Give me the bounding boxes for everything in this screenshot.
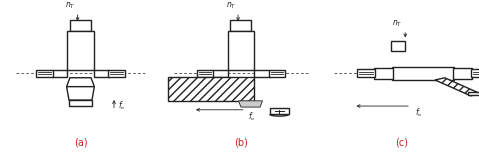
Text: (c): (c) bbox=[395, 138, 408, 148]
Bar bbox=[67, 31, 94, 70]
Bar bbox=[357, 69, 375, 77]
Bar bbox=[69, 100, 92, 106]
Bar bbox=[374, 68, 393, 79]
Polygon shape bbox=[468, 92, 479, 95]
Bar bbox=[52, 70, 67, 77]
Polygon shape bbox=[67, 78, 94, 87]
Bar bbox=[471, 69, 479, 77]
Text: $n_T$: $n_T$ bbox=[65, 1, 76, 11]
Text: $n_T$: $n_T$ bbox=[226, 1, 236, 11]
Bar bbox=[228, 31, 254, 70]
Polygon shape bbox=[239, 101, 262, 107]
Polygon shape bbox=[435, 78, 479, 96]
Text: $f_刀$: $f_刀$ bbox=[118, 100, 125, 111]
Bar bbox=[197, 70, 213, 77]
Bar bbox=[108, 70, 125, 77]
Bar bbox=[94, 70, 109, 77]
Polygon shape bbox=[67, 87, 94, 100]
Bar bbox=[269, 70, 285, 77]
Text: $n_T$: $n_T$ bbox=[392, 19, 403, 29]
Bar bbox=[70, 20, 91, 32]
Bar bbox=[270, 108, 289, 114]
Text: $f_刀$: $f_刀$ bbox=[248, 110, 256, 122]
Text: (b): (b) bbox=[234, 138, 248, 148]
Bar bbox=[453, 68, 472, 79]
Bar bbox=[391, 41, 405, 51]
Bar bbox=[392, 67, 454, 80]
Bar bbox=[36, 70, 53, 77]
Text: (a): (a) bbox=[74, 138, 87, 148]
Text: $f_刀$: $f_刀$ bbox=[415, 107, 422, 118]
Bar bbox=[212, 70, 228, 77]
Bar bbox=[254, 70, 270, 77]
Bar bbox=[230, 20, 251, 32]
Bar bbox=[168, 77, 254, 101]
